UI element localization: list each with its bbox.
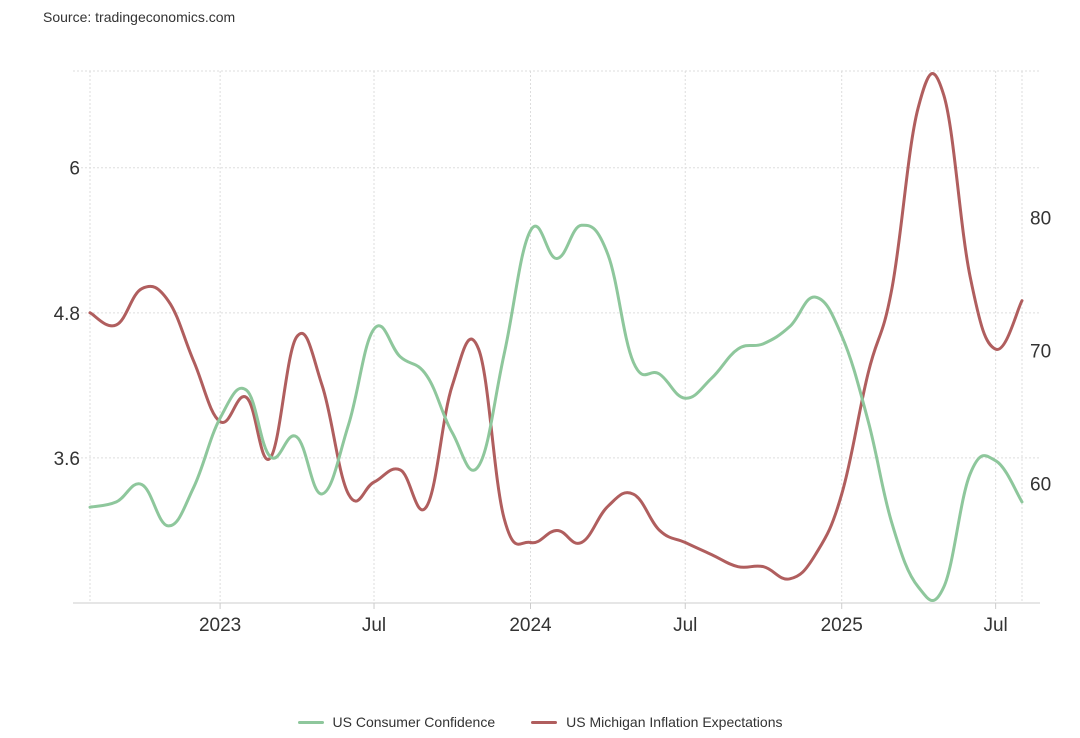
data-point-us-michigan-inflation-expectations[interactable] — [627, 488, 639, 500]
data-point-us-consumer-confidence[interactable] — [1016, 496, 1028, 508]
x-tick-label: Jul — [362, 615, 386, 636]
data-point-us-consumer-confidence[interactable] — [214, 412, 226, 424]
data-point-us-michigan-inflation-expectations[interactable] — [110, 319, 122, 331]
data-point-us-consumer-confidence[interactable] — [836, 330, 848, 342]
data-point-us-consumer-confidence[interactable] — [264, 451, 276, 463]
data-point-us-consumer-confidence[interactable] — [706, 372, 718, 384]
data-point-us-michigan-inflation-expectations[interactable] — [394, 464, 406, 476]
data-point-us-consumer-confidence[interactable] — [525, 225, 537, 237]
legend-item-inflation-expectations[interactable]: US Michigan Inflation Expectations — [531, 714, 782, 730]
data-point-us-michigan-inflation-expectations[interactable] — [938, 89, 950, 101]
x-tick-label: Jul — [983, 615, 1007, 636]
data-point-us-michigan-inflation-expectations[interactable] — [602, 500, 614, 512]
data-point-us-consumer-confidence[interactable] — [368, 323, 380, 335]
dual-axis-line-chart: 3.6 4.8 6 60 70 80 2023 Jul 2024 Jul 2025 Jul — [54, 70, 1051, 636]
data-point-us-consumer-confidence[interactable] — [394, 351, 406, 363]
data-point-us-consumer-confidence[interactable] — [291, 431, 303, 443]
grid-lines — [73, 70, 1040, 603]
legend: US Consumer Confidence US Michigan Infla… — [0, 714, 1080, 730]
data-point-us-consumer-confidence[interactable] — [421, 370, 433, 382]
series-line-us-consumer-confidence[interactable] — [88, 223, 1024, 602]
right-y-tick-label: 80 — [1030, 208, 1051, 229]
left-y-tick-label: 6 — [69, 159, 80, 180]
data-point-us-consumer-confidence[interactable] — [912, 581, 924, 593]
x-tick-label: 2023 — [199, 615, 241, 636]
data-point-us-consumer-confidence[interactable] — [732, 343, 744, 355]
legend-item-consumer-confidence[interactable]: US Consumer Confidence — [297, 714, 496, 730]
data-point-us-michigan-inflation-expectations[interactable] — [136, 283, 148, 295]
data-point-us-michigan-inflation-expectations[interactable] — [473, 343, 485, 355]
legend-label-consumer-confidence: US Consumer Confidence — [332, 714, 496, 730]
data-point-us-michigan-inflation-expectations[interactable] — [809, 549, 821, 561]
data-point-us-michigan-inflation-expectations[interactable] — [784, 573, 796, 585]
data-point-us-consumer-confidence[interactable] — [188, 481, 200, 493]
data-point-us-michigan-inflation-expectations[interactable] — [316, 379, 328, 391]
left-y-tick-label: 4.8 — [54, 304, 80, 325]
data-point-us-consumer-confidence[interactable] — [862, 415, 874, 427]
data-point-us-consumer-confidence[interactable] — [654, 368, 666, 380]
data-point-us-michigan-inflation-expectations[interactable] — [551, 525, 563, 537]
left-y-axis-ticks: 3.6 4.8 6 — [54, 159, 80, 470]
legend-swatch-consumer-confidence — [297, 720, 324, 724]
data-point-us-consumer-confidence[interactable] — [446, 427, 458, 439]
data-point-us-michigan-inflation-expectations[interactable] — [862, 367, 874, 379]
x-tick-label: 2024 — [509, 615, 552, 636]
data-point-us-consumer-confidence[interactable] — [679, 392, 691, 404]
data-point-us-michigan-inflation-expectations[interactable] — [525, 537, 537, 549]
data-point-us-consumer-confidence[interactable] — [758, 338, 770, 350]
data-point-us-consumer-confidence[interactable] — [938, 581, 950, 593]
data-point-us-michigan-inflation-expectations[interactable] — [732, 561, 744, 573]
series-line-us-michigan-inflation-expectations[interactable] — [88, 72, 1024, 581]
data-point-us-consumer-confidence[interactable] — [162, 520, 174, 532]
data-point-us-michigan-inflation-expectations[interactable] — [990, 343, 1002, 355]
data-point-us-consumer-confidence[interactable] — [316, 488, 328, 500]
data-point-us-michigan-inflation-expectations[interactable] — [912, 101, 924, 113]
data-point-us-consumer-confidence[interactable] — [964, 468, 976, 480]
data-point-us-michigan-inflation-expectations[interactable] — [706, 549, 718, 561]
x-axis-ticks: 2023 Jul 2024 Jul 2025 Jul — [199, 603, 1008, 636]
data-point-us-consumer-confidence[interactable] — [473, 460, 485, 472]
data-point-us-consumer-confidence[interactable] — [784, 320, 796, 332]
data-point-us-michigan-inflation-expectations[interactable] — [836, 488, 848, 500]
data-point-us-michigan-inflation-expectations[interactable] — [368, 476, 380, 488]
data-point-us-consumer-confidence[interactable] — [241, 384, 253, 396]
x-tick-label: Jul — [673, 615, 697, 636]
data-point-us-michigan-inflation-expectations[interactable] — [679, 537, 691, 549]
data-point-us-consumer-confidence[interactable] — [886, 517, 898, 529]
legend-label-inflation-expectations: US Michigan Inflation Expectations — [566, 714, 783, 730]
legend-swatch-inflation-expectations — [531, 720, 558, 724]
right-y-axis-ticks: 60 70 80 — [1030, 208, 1051, 495]
data-point-us-michigan-inflation-expectations[interactable] — [886, 283, 898, 295]
data-point-us-consumer-confidence[interactable] — [990, 455, 1002, 467]
data-point-us-consumer-confidence[interactable] — [576, 219, 588, 231]
data-point-us-michigan-inflation-expectations[interactable] — [446, 379, 458, 391]
data-point-us-consumer-confidence[interactable] — [498, 348, 510, 360]
data-point-us-michigan-inflation-expectations[interactable] — [964, 271, 976, 283]
series-lines — [84, 72, 1028, 602]
data-point-us-consumer-confidence[interactable] — [602, 249, 614, 261]
data-point-us-michigan-inflation-expectations[interactable] — [188, 355, 200, 367]
data-point-us-michigan-inflation-expectations[interactable] — [84, 307, 96, 319]
data-point-us-consumer-confidence[interactable] — [343, 419, 355, 431]
source-text: Source: tradingeconomics.com — [43, 9, 236, 25]
right-y-tick-label: 60 — [1030, 474, 1051, 495]
data-point-us-consumer-confidence[interactable] — [551, 253, 563, 265]
data-point-us-michigan-inflation-expectations[interactable] — [1016, 295, 1028, 307]
data-point-us-michigan-inflation-expectations[interactable] — [498, 512, 510, 524]
x-tick-label: 2025 — [821, 615, 863, 636]
data-point-us-michigan-inflation-expectations[interactable] — [162, 295, 174, 307]
data-point-us-michigan-inflation-expectations[interactable] — [343, 488, 355, 500]
data-point-us-consumer-confidence[interactable] — [809, 291, 821, 303]
data-point-us-consumer-confidence[interactable] — [84, 501, 96, 513]
data-point-us-michigan-inflation-expectations[interactable] — [758, 561, 770, 573]
data-point-us-consumer-confidence[interactable] — [110, 496, 122, 508]
data-point-us-michigan-inflation-expectations[interactable] — [654, 525, 666, 537]
data-point-us-michigan-inflation-expectations[interactable] — [291, 331, 303, 343]
right-y-tick-label: 70 — [1030, 341, 1051, 362]
data-point-us-consumer-confidence[interactable] — [136, 479, 148, 491]
left-y-tick-label: 3.6 — [54, 449, 80, 470]
data-point-us-michigan-inflation-expectations[interactable] — [421, 500, 433, 512]
data-point-us-michigan-inflation-expectations[interactable] — [576, 537, 588, 549]
data-point-us-consumer-confidence[interactable] — [627, 356, 639, 368]
